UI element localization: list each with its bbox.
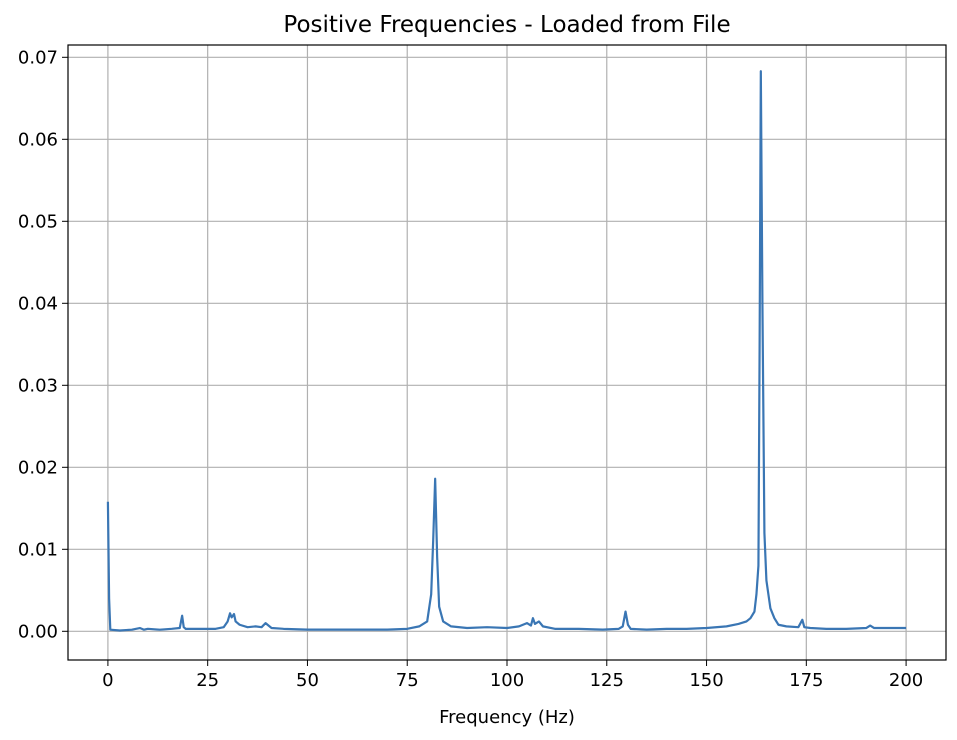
plot-frame	[67, 44, 947, 661]
x-tick-label: 150	[689, 670, 723, 691]
series-layer	[106, 70, 907, 632]
x-axis-label: Frequency (Hz)	[439, 707, 575, 728]
chart-title: Positive Frequencies - Loaded from File	[283, 12, 730, 38]
x-tick-label: 200	[889, 670, 923, 691]
grid-layer	[68, 45, 946, 660]
x-tick-label: 125	[590, 670, 624, 691]
y-tick-label: 0.02	[18, 457, 58, 478]
x-tick-label: 50	[296, 670, 319, 691]
series-line	[106, 70, 907, 632]
tick-layer: 0 25 50 75 100 125 150 175 200 0.00 0.01 0.02 0.03 0.…	[18, 47, 923, 691]
y-tick-label: 0.07	[18, 47, 58, 68]
y-tick-label: 0.00	[18, 621, 58, 642]
x-tick-label: 25	[196, 670, 219, 691]
y-tick-label: 0.05	[18, 211, 58, 232]
y-tick-label: 0.06	[18, 129, 58, 150]
x-tick-label: 100	[490, 670, 524, 691]
x-tick-label: 75	[396, 670, 419, 691]
y-tick-label: 0.04	[18, 293, 58, 314]
y-tick-label: 0.03	[18, 375, 58, 396]
x-tick-label: 0	[102, 670, 113, 691]
y-tick-label: 0.01	[18, 539, 58, 560]
x-tick-label: 175	[789, 670, 823, 691]
